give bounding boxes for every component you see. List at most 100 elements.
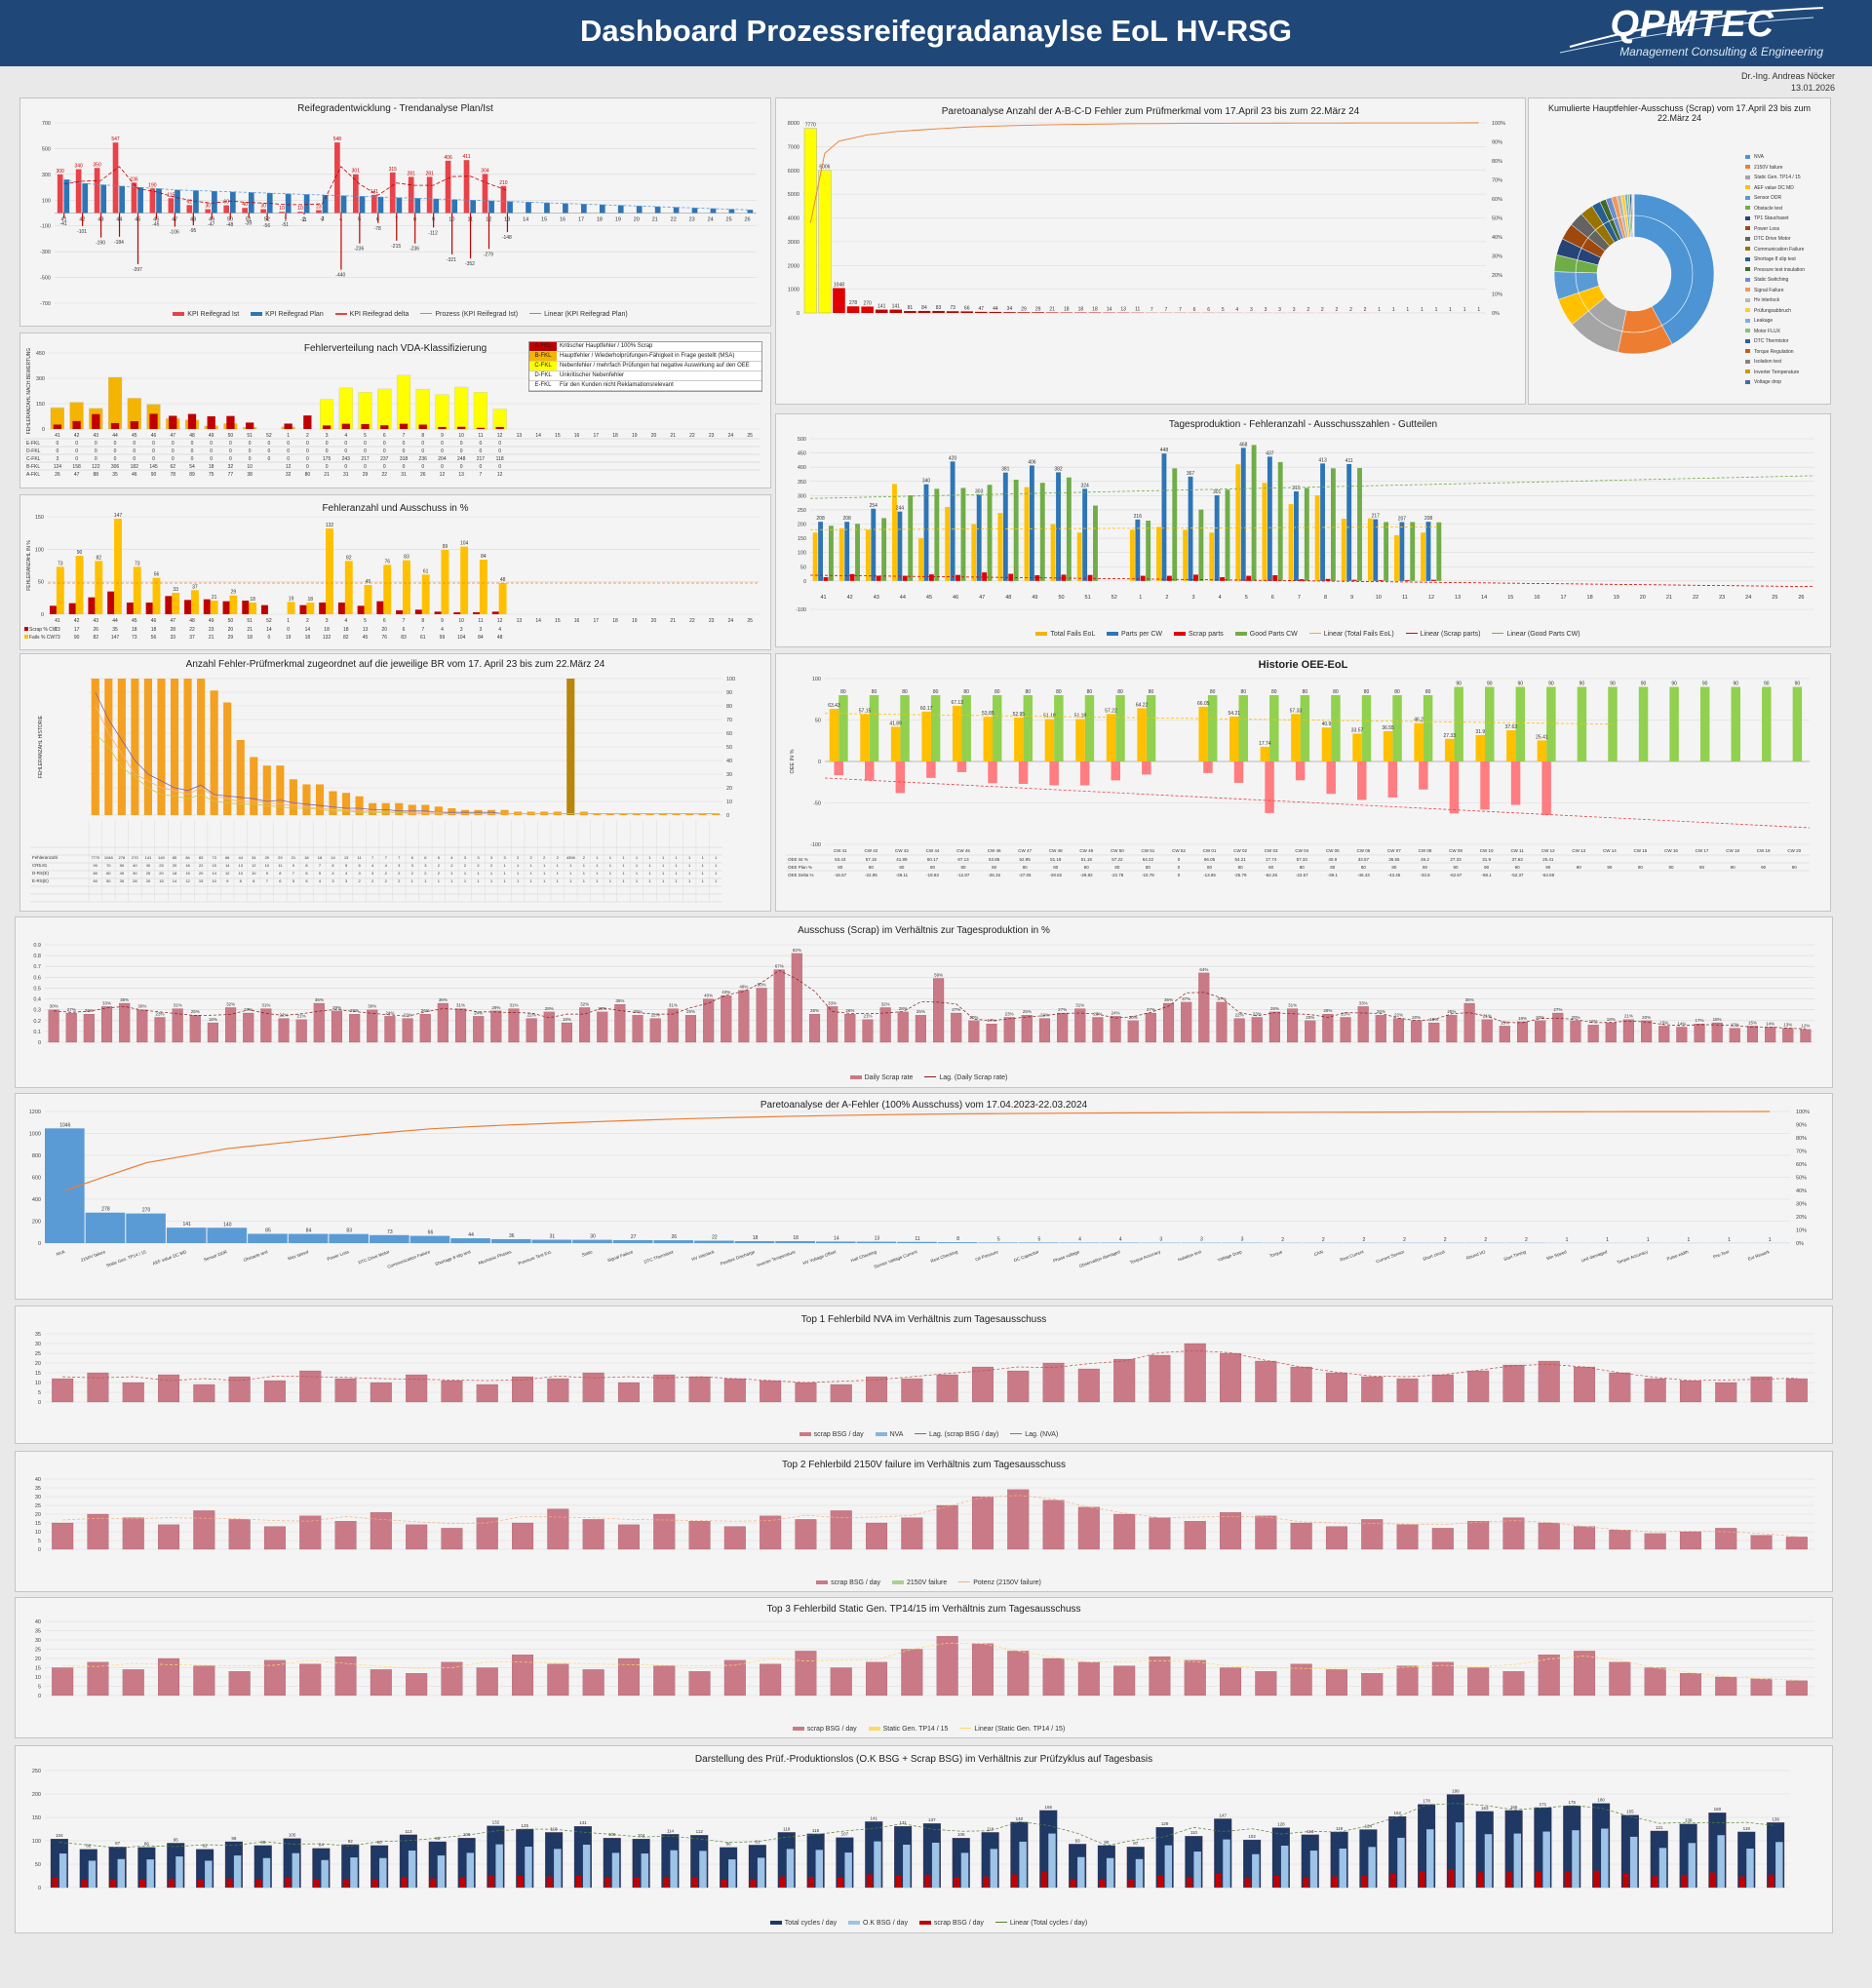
scrap_tages-label: 37%: [1217, 996, 1226, 1001]
oee-cell: 90: [1454, 865, 1460, 870]
fehleranzahl-x-tick: 8: [421, 618, 424, 624]
pruefmerkmal-bar: [315, 784, 325, 815]
vda-x-tick: 12: [497, 433, 503, 439]
pruefmerkmal-cell: 1: [648, 863, 651, 868]
reifegrad-ist-label: 301: [352, 169, 361, 175]
pruefmerkmal-cell: 1: [464, 878, 467, 883]
pruefzyklus-label: 171: [1540, 1802, 1547, 1807]
pruefmerkmal-cell: 22: [199, 863, 204, 868]
pruefmerkmal-cell: 1: [715, 855, 718, 860]
reifegrad-plan-bar: [470, 200, 476, 214]
scrap_tages-label: 20%: [1412, 1015, 1421, 1020]
pareto-a-label: 14: [834, 1235, 839, 1241]
pie-legend-swatch: [1745, 329, 1750, 333]
fehleranzahl-cell: 18: [343, 627, 349, 633]
vda-title: Fehlerverteilung nach VDA-Klassifizierun…: [303, 343, 488, 354]
pareto-a-label: 8: [956, 1236, 959, 1242]
tagesproduktion-panel: Tagesproduktion - Fehleranzahl - Ausschu…: [775, 413, 1831, 647]
vda-cell: 31: [343, 472, 349, 478]
tages-bar: [1002, 472, 1008, 581]
pruefzyklus-scrap-bar: [110, 1879, 117, 1888]
pareto-fehler-label: 1: [1463, 307, 1466, 313]
tages-x-tick: 7: [1298, 595, 1301, 601]
reifegrad-plan-bar: [137, 187, 143, 214]
pruefzyklus-title: Darstellung des Prüf.-Produktionslos (O.…: [694, 1754, 1153, 1765]
scrap_tages-bar: [1694, 1024, 1705, 1043]
pareto-a-x-tick: Observation damaged: [1078, 1249, 1121, 1268]
oee-plan-bar: [1546, 686, 1556, 761]
pareto-a-label: 44: [468, 1232, 474, 1238]
pareto-fehler-pct-tick: 100%: [1492, 121, 1505, 127]
reifegrad-ist-label: 10: [297, 206, 303, 212]
pareto-a-bar: [531, 1239, 572, 1243]
oee-plan-bar: [1485, 686, 1495, 761]
scrap_tages-bar: [756, 988, 767, 1043]
oee-cell: 80: [1423, 865, 1428, 870]
oee-delta-bar: [1510, 761, 1521, 805]
oee-cell: 80: [1084, 865, 1090, 870]
static-bar: [1042, 1657, 1065, 1696]
fehleranzahl-scrap-bar: [473, 612, 480, 614]
tages-bar: [923, 484, 929, 581]
oee-delta-bar: [1480, 761, 1490, 810]
tages-x-tick: 52: [1112, 595, 1117, 601]
scrap_tages-bar: [119, 1002, 131, 1043]
pareto-fehler-label: 1: [1421, 307, 1424, 313]
fehleranzahl-cell: 21: [247, 627, 253, 633]
scrap_tages-label: 13%: [1783, 1023, 1792, 1028]
pruefzyklus-label: 136: [1685, 1818, 1693, 1823]
pruefmerkmal-cell: 1: [596, 871, 599, 876]
pareto-a-x-tick: Pulse width: [1666, 1249, 1690, 1262]
oee-plan-bar: [961, 695, 971, 761]
reifegrad-delta-bar: [63, 213, 65, 218]
oee-cell: 33.57: [1358, 857, 1370, 862]
oee-plan-bar: [1454, 686, 1463, 761]
pie-legend-label: Static Gen. TP14 / 15: [1754, 175, 1801, 180]
fehleranzahl-row-label: Scrap % CW: [29, 627, 58, 633]
reifegrad-plan-bar: [100, 184, 107, 214]
pruefmerkmal-cell: 2: [411, 871, 414, 876]
oee-row-label: OEE Plan %: [788, 865, 812, 870]
vda-x-tick: 3: [326, 433, 329, 439]
pareto-a-x-tick: Min Speed: [1545, 1249, 1567, 1261]
oee-cell: 90: [1484, 865, 1490, 870]
vda-cell: 182: [131, 464, 139, 470]
static-y-tick: 25: [35, 1648, 41, 1654]
pie-legend-swatch: [1745, 195, 1750, 200]
pareto-a-label: 3: [1200, 1237, 1203, 1243]
scrap_tages-bar: [1340, 1017, 1351, 1043]
pareto-a-x-tick: Rest Checking: [930, 1249, 959, 1264]
oee-ist-label: 41.89: [889, 721, 902, 726]
pareto-a-label: 18: [793, 1235, 799, 1241]
pruefzyklus-scrap-bar: [1593, 1870, 1600, 1888]
scrap_tages-label: 30%: [368, 1004, 376, 1009]
v2150-bar: [760, 1515, 782, 1550]
v2150-bar: [688, 1521, 711, 1550]
oee-cell: 41.89: [896, 857, 908, 862]
vda-cell: 77: [228, 472, 234, 478]
reifegrad-plan-bar: [359, 196, 366, 214]
scrap_tages-bar: [1145, 1012, 1156, 1043]
tages-bar: [1320, 463, 1326, 581]
static-y-tick: 10: [35, 1675, 41, 1681]
nva-bar: [263, 1380, 286, 1403]
pareto-a-bar: [126, 1213, 166, 1243]
scrap_tages-label: 36%: [120, 997, 129, 1002]
v2150-bar: [1715, 1528, 1737, 1550]
scrap_tages-bar: [1729, 1028, 1740, 1043]
fehleranzahl-cell: 35: [112, 627, 118, 633]
oee-plan-label: 90: [1764, 682, 1770, 687]
oee-plan-bar: [1115, 695, 1125, 761]
tages-bar: [1399, 522, 1405, 581]
pruefzyklus-ok-bar: [815, 1850, 824, 1888]
pareto-fehler-bar: [989, 311, 1002, 313]
pareto-fehler-chart: 0100020003000400050006000700080000%10%20…: [788, 121, 1505, 317]
pruefmerkmal-cell: 25: [159, 863, 164, 868]
tages-label: 303: [975, 488, 984, 494]
pareto-fehler-label: 3: [1250, 307, 1253, 313]
pareto-fehler-pct-tick: 10%: [1492, 292, 1502, 298]
oee-cell: 53.85: [989, 857, 1000, 862]
pie-legend-item: Signal Failure: [1745, 286, 1830, 296]
oee-plan-bar: [1054, 695, 1064, 761]
scrap_tages-bar: [48, 1009, 59, 1043]
